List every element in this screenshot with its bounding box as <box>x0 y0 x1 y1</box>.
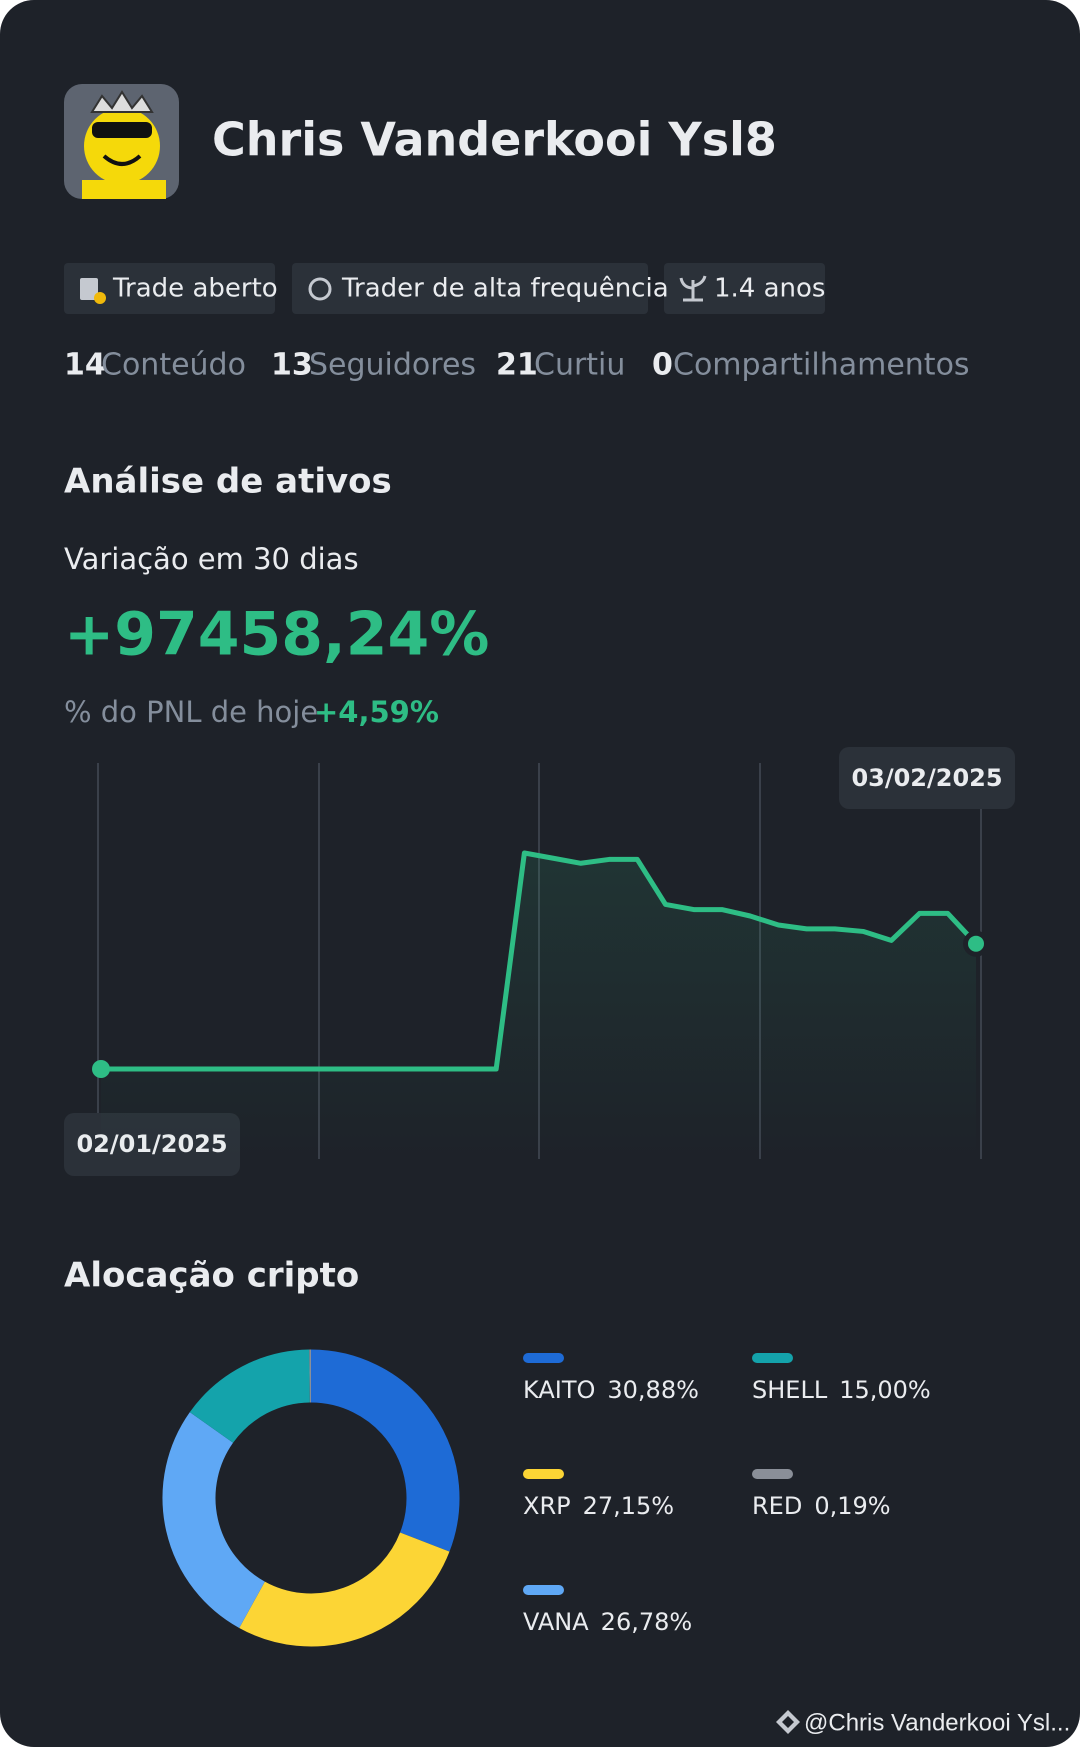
variation: +97458,24% <box>64 600 489 670</box>
area <box>101 853 976 1159</box>
line-chart: 03/02/2025 02/01/2025 <box>64 747 1015 1176</box>
legend-swatch <box>752 1353 793 1363</box>
tag: Trader de alta frequência <box>341 274 669 304</box>
legend-name: VANA <box>523 1608 589 1636</box>
tag-icon <box>80 278 98 300</box>
tag-icon <box>679 275 707 302</box>
logo <box>776 1710 800 1734</box>
legend-swatch <box>523 1469 564 1479</box>
legend-value: 27,15% <box>583 1492 675 1520</box>
point <box>92 1060 110 1078</box>
legend-value: 26,78% <box>601 1608 693 1636</box>
stat-value: 0 <box>652 348 673 383</box>
legend-swatch <box>523 1585 564 1595</box>
avatar <box>64 84 179 199</box>
slice <box>310 1349 460 1552</box>
tag-bg <box>664 263 825 314</box>
line <box>101 850 978 1072</box>
legend-value: 30,88% <box>607 1376 699 1404</box>
stat-label: Curtiu <box>534 348 625 383</box>
tag-icon <box>94 292 106 304</box>
stat-value: 14 <box>64 348 106 383</box>
legend-name: XRP <box>523 1492 571 1520</box>
tooltip <box>839 747 1015 809</box>
stat-value: 13 <box>271 348 313 383</box>
section-title: Alocação cripto <box>64 1256 359 1296</box>
profile-name: Chris Vanderkooi Ysl8 <box>212 113 777 167</box>
legend-swatch <box>752 1469 793 1479</box>
footer: @Chris Vanderkooi Ysl... <box>804 1709 1070 1736</box>
legend-name: SHELL <box>752 1376 828 1404</box>
slice <box>162 1412 266 1628</box>
stat-label: Compartilhamentos <box>673 348 970 383</box>
legend-name: KAITO <box>523 1376 595 1404</box>
today-value: +4,59% <box>314 695 439 729</box>
period-label: Variação em 30 dias <box>64 542 359 576</box>
tag-icon <box>308 277 332 301</box>
legend-value: 0,19% <box>814 1492 890 1520</box>
stat-value: 21 <box>496 348 538 383</box>
tag-bg <box>64 263 275 314</box>
stat-label: Seguidores <box>309 348 476 383</box>
slice <box>189 1349 311 1444</box>
section-title: Análise de ativos <box>64 462 392 502</box>
today-label: % do PNL de hoje <box>64 695 318 729</box>
donut-chart: KAITO 30,88% XRP 27,15% VANA 26,78% SHELL 15,00… <box>162 1349 931 1647</box>
tag: Trade aberto <box>112 274 278 304</box>
point <box>968 935 984 952</box>
legend-swatch <box>523 1353 564 1363</box>
date-label: 03/02/2025 <box>851 764 1002 792</box>
tag-bg <box>292 263 648 314</box>
legend-name: RED <box>752 1492 802 1520</box>
tag: 1.4 anos <box>714 274 825 304</box>
slice <box>239 1531 450 1647</box>
stat-label: Conteúdo <box>101 348 246 383</box>
legend-value: 15,00% <box>839 1376 931 1404</box>
